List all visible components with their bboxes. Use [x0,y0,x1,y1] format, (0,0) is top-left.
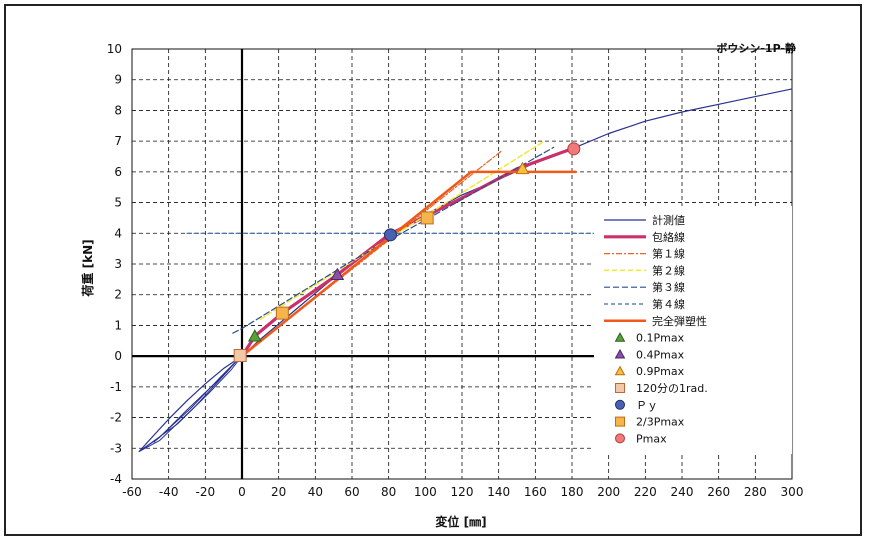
legend-item: 計測値 [652,213,685,227]
x-tick-label: 260 [707,485,730,499]
x-tick-label: -40 [159,485,179,499]
legend-item: Ｐｙ [636,399,658,412]
x-tick-label: 280 [744,485,767,499]
series-line-8 [240,170,577,358]
legend-item: 第２線 [652,263,685,277]
x-tick-label: 120 [451,485,474,499]
chart-title: ボウシン-1P-静 [716,41,796,55]
x-tick-label: 0 [238,485,246,499]
legend-item: 完全弾塑性 [652,314,707,328]
y-tick-label: 10 [107,42,122,56]
y-tick-label: 6 [114,165,122,179]
y-tick-label: 9 [114,73,122,87]
y-tick-label: 8 [114,103,122,117]
y-axis-label: 荷重 [kN] [80,239,95,297]
y-tick-label: 4 [114,226,122,240]
legend-item: 2/3Pmax [636,416,685,429]
legend-item: Pmax [636,432,667,445]
y-tick-label: 0 [114,349,122,363]
legend-swatch [614,348,626,359]
x-tick-label: -20 [196,485,216,499]
series-line-6 [232,146,555,334]
y-tick-label: -1 [110,380,122,394]
legend-item: 0.9Pmax [636,365,685,378]
x-tick-label: 80 [381,485,396,499]
legend-swatch [614,365,626,376]
x-tick-label: 220 [634,485,657,499]
x-tick-label: 140 [487,485,510,499]
chart-frame: -60 -40 -20 0 20 40 60 80 100 120 140 160 180 200 220 2… [4,4,862,536]
x-tick-label: 180 [561,485,584,499]
legend-item: 第１線 [652,247,685,261]
data-point-10 [330,267,345,281]
x-axis-label: 変位 [㎜] [435,514,486,529]
x-tick-label: 100 [414,485,437,499]
data-point-11 [515,161,530,175]
legend-swatch [615,383,625,393]
legend-item: 第３線 [652,280,685,294]
y-tick-label: 1 [114,318,122,332]
legend-background [594,206,792,454]
series-line-3 [240,147,574,358]
y-tick-label: -4 [110,472,122,486]
x-tick-label: 160 [524,485,547,499]
x-tick-label: 60 [344,485,359,499]
series-line-1 [138,354,243,452]
plot-area: -60 -40 -20 0 20 40 60 80 100 120 140 160 180 200 220 2… [80,41,804,529]
series-line-5 [259,140,546,321]
marker-layer [233,142,581,363]
legend-item: 120分の1rad. [636,382,708,395]
y-tick-label: -3 [110,441,122,455]
series-line-4 [241,149,503,357]
legend-swatch [614,332,626,342]
legend-swatch [615,416,625,427]
y-tick-label: 7 [114,134,122,148]
legend-item: 0.1Pmax [636,332,685,345]
y-tick-label: -2 [110,411,122,425]
data-point-14 [275,306,289,320]
x-tick-label: 300 [781,485,804,499]
legend-item: 0.4Pmax [636,348,685,361]
x-tick-label: 240 [671,485,694,499]
y-tick-label: 2 [114,288,122,302]
data-point-13 [384,228,397,242]
x-tick-label: -60 [122,485,142,499]
legend-swatch [615,399,625,410]
legend-item: 包絡線 [652,230,685,244]
y-tick-label: 3 [114,257,122,271]
tick-labels: -60 -40 -20 0 20 40 60 80 100 120 140 160 180 200 220 2… [107,42,804,499]
x-tick-label: 40 [308,485,323,499]
y-tick-label: 5 [114,196,122,210]
legend-swatch [615,433,625,444]
data-point-15 [567,142,581,156]
data-point-12 [233,349,247,363]
legend-item: 第４線 [652,297,685,311]
x-tick-label: 20 [271,485,286,499]
data-point-9 [247,329,262,342]
series-line-2 [138,355,243,452]
x-tick-label: 200 [597,485,620,499]
data-point-14 [420,211,434,225]
